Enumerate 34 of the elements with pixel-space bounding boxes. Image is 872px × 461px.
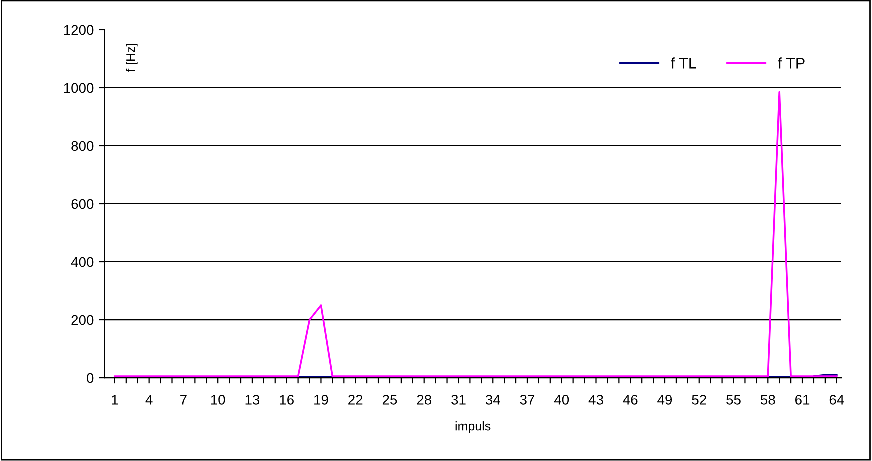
x-tick-label: 52 xyxy=(692,395,706,405)
x-tick-label: 7 xyxy=(180,395,187,405)
y-tick-label: 0 xyxy=(87,373,94,384)
x-tick-label: 34 xyxy=(486,395,500,405)
x-tick-label: 37 xyxy=(520,395,535,405)
x-tick-label: 40 xyxy=(554,395,570,405)
y-tick-label: 1000 xyxy=(64,83,94,94)
x-tick-label: 49 xyxy=(658,395,672,405)
legend-label: f TP xyxy=(778,58,805,69)
x-tick-label: 25 xyxy=(382,395,398,405)
x-tick-label: 22 xyxy=(348,395,363,405)
x-tick-label: 13 xyxy=(246,395,260,405)
x-tick-label: 61 xyxy=(796,395,810,405)
x-tick-label: 19 xyxy=(314,395,328,405)
x-tick-label: 16 xyxy=(280,395,294,405)
x-tick-label: 64 xyxy=(830,395,844,405)
x-tick-label: 28 xyxy=(417,395,432,405)
legend-label: f TL xyxy=(671,58,696,69)
x-tick-label: 55 xyxy=(726,395,741,405)
y-tick-label: 200 xyxy=(72,315,94,326)
y-tick-label: 1200 xyxy=(64,25,94,36)
y-axis-title: f [Hz] xyxy=(126,44,138,72)
x-axis-title: impuls xyxy=(456,422,491,434)
line-series xyxy=(114,91,838,378)
x-tick-label: 46 xyxy=(623,395,638,405)
y-tick-label: 400 xyxy=(71,257,94,268)
y-tick-label: 800 xyxy=(72,141,94,152)
x-tick-label: 4 xyxy=(146,395,153,405)
y-tick-label: 600 xyxy=(72,199,94,210)
x-tick-label: 58 xyxy=(760,395,776,405)
x-tick-label: 10 xyxy=(211,395,226,405)
x-tick-label: 31 xyxy=(452,395,466,405)
x-tick-label: 43 xyxy=(588,395,604,405)
x-tick-label: 1 xyxy=(112,395,118,405)
